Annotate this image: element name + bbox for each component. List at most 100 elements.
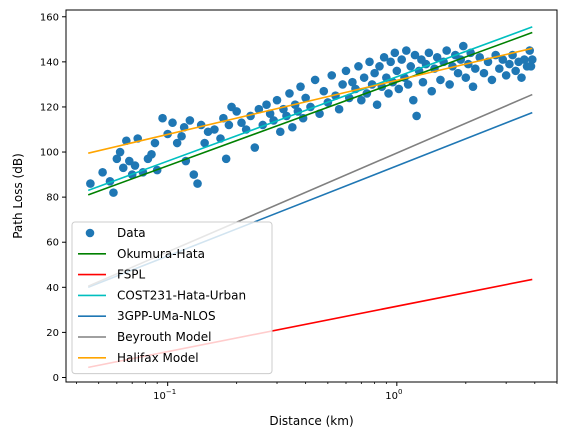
y-tick-label: 0 <box>53 373 59 384</box>
legend-marker-data <box>85 228 95 238</box>
y-tick-label: 40 <box>46 283 59 294</box>
data-point <box>150 138 160 148</box>
data-point <box>468 82 478 91</box>
legend-label-okumura-hata: Okumura-Hata <box>117 247 205 261</box>
line-okumura-hata <box>87 31 533 196</box>
legend-label-3gpp-uma-nlos: 3GPP-UMa-NLOS <box>117 309 216 323</box>
line-cost231-hata-urban <box>87 26 533 192</box>
data-point <box>511 66 520 76</box>
legend-label-data: Data <box>117 226 146 240</box>
legend-label-fspl: FSPL <box>117 268 146 282</box>
data-point <box>357 95 366 105</box>
data-point <box>394 84 404 94</box>
y-tick-label: 140 <box>40 57 59 68</box>
y-tick-label: 80 <box>46 193 59 204</box>
data-point <box>301 93 310 103</box>
data-point <box>453 68 463 78</box>
data-point <box>262 100 271 109</box>
legend: Data Okumura-Hata FSPL COST231-Hata-Urban 3G… <box>71 221 273 375</box>
legend-label-cost231-hata-urban: COST231-Hata-Urban <box>117 288 246 302</box>
data-point <box>338 80 347 89</box>
data-point <box>319 86 329 96</box>
data-point <box>147 149 156 159</box>
data-point <box>403 80 413 89</box>
data-point <box>498 55 508 64</box>
x-tick-label: 100 <box>385 388 402 402</box>
data-point <box>275 127 285 137</box>
data-point <box>334 104 344 114</box>
data-point <box>526 62 536 71</box>
data-point <box>200 138 209 148</box>
data-point <box>189 170 199 179</box>
y-tick-label: 60 <box>46 238 59 249</box>
data-point <box>525 46 534 55</box>
y-axis-title: Path Loss (dB) <box>11 153 25 239</box>
data-point <box>210 125 219 134</box>
data-point <box>442 46 451 55</box>
data-point <box>402 46 411 55</box>
data-point <box>461 73 471 82</box>
line-halifax-model <box>88 47 533 154</box>
data-point <box>365 57 374 67</box>
data-point <box>487 75 497 85</box>
data-point <box>409 95 418 105</box>
data-point <box>372 100 382 109</box>
data-point <box>418 77 428 87</box>
data-point <box>185 116 195 125</box>
data-point <box>384 89 393 98</box>
data-point <box>115 147 125 157</box>
data-point <box>517 73 526 82</box>
data-point <box>109 188 118 197</box>
legend-label-beyrouth-model: Beyrouth Model <box>117 330 212 344</box>
data-point <box>386 57 395 67</box>
data-point <box>436 75 445 85</box>
data-point <box>86 179 95 188</box>
data-point <box>520 55 529 64</box>
data-point <box>341 66 351 76</box>
y-tick-label: 20 <box>46 328 59 339</box>
data-point <box>193 179 202 188</box>
data-point <box>221 154 231 164</box>
data-point <box>412 111 421 121</box>
data-point <box>501 71 511 80</box>
data-point <box>285 89 294 98</box>
data-point <box>327 71 337 80</box>
data-point <box>177 131 186 141</box>
data-point <box>265 109 275 119</box>
data-point <box>375 62 384 71</box>
data-point <box>130 161 140 170</box>
data-point <box>432 53 442 62</box>
data-point <box>296 82 305 91</box>
data-point <box>471 64 480 73</box>
data-point <box>310 75 320 85</box>
data-point <box>410 50 420 60</box>
data-point <box>348 77 357 87</box>
data-point <box>354 62 363 71</box>
data-point <box>112 154 122 164</box>
data-point <box>288 122 297 132</box>
data-point <box>479 68 489 78</box>
data-point <box>158 113 167 123</box>
data-point <box>427 86 437 96</box>
y-tick-label: 160 <box>40 12 59 23</box>
y-tick-label: 100 <box>40 148 59 159</box>
data-point <box>237 118 246 128</box>
legend-box <box>71 221 273 375</box>
data-point <box>118 163 128 173</box>
data-point <box>98 168 107 177</box>
data-point <box>172 138 182 148</box>
data-point <box>250 143 260 152</box>
data-point <box>505 59 514 69</box>
x-tick-label: 10−1 <box>153 388 176 402</box>
data-point <box>390 48 400 58</box>
plot-frame <box>65 9 558 383</box>
data-point <box>495 64 504 73</box>
data-point <box>379 53 389 62</box>
data-point <box>397 55 406 64</box>
data-point <box>445 80 454 89</box>
data-point <box>224 120 234 130</box>
data-point <box>168 118 177 128</box>
data-point <box>424 48 434 58</box>
y-tick-label: 120 <box>40 102 59 113</box>
data-point <box>359 73 369 82</box>
